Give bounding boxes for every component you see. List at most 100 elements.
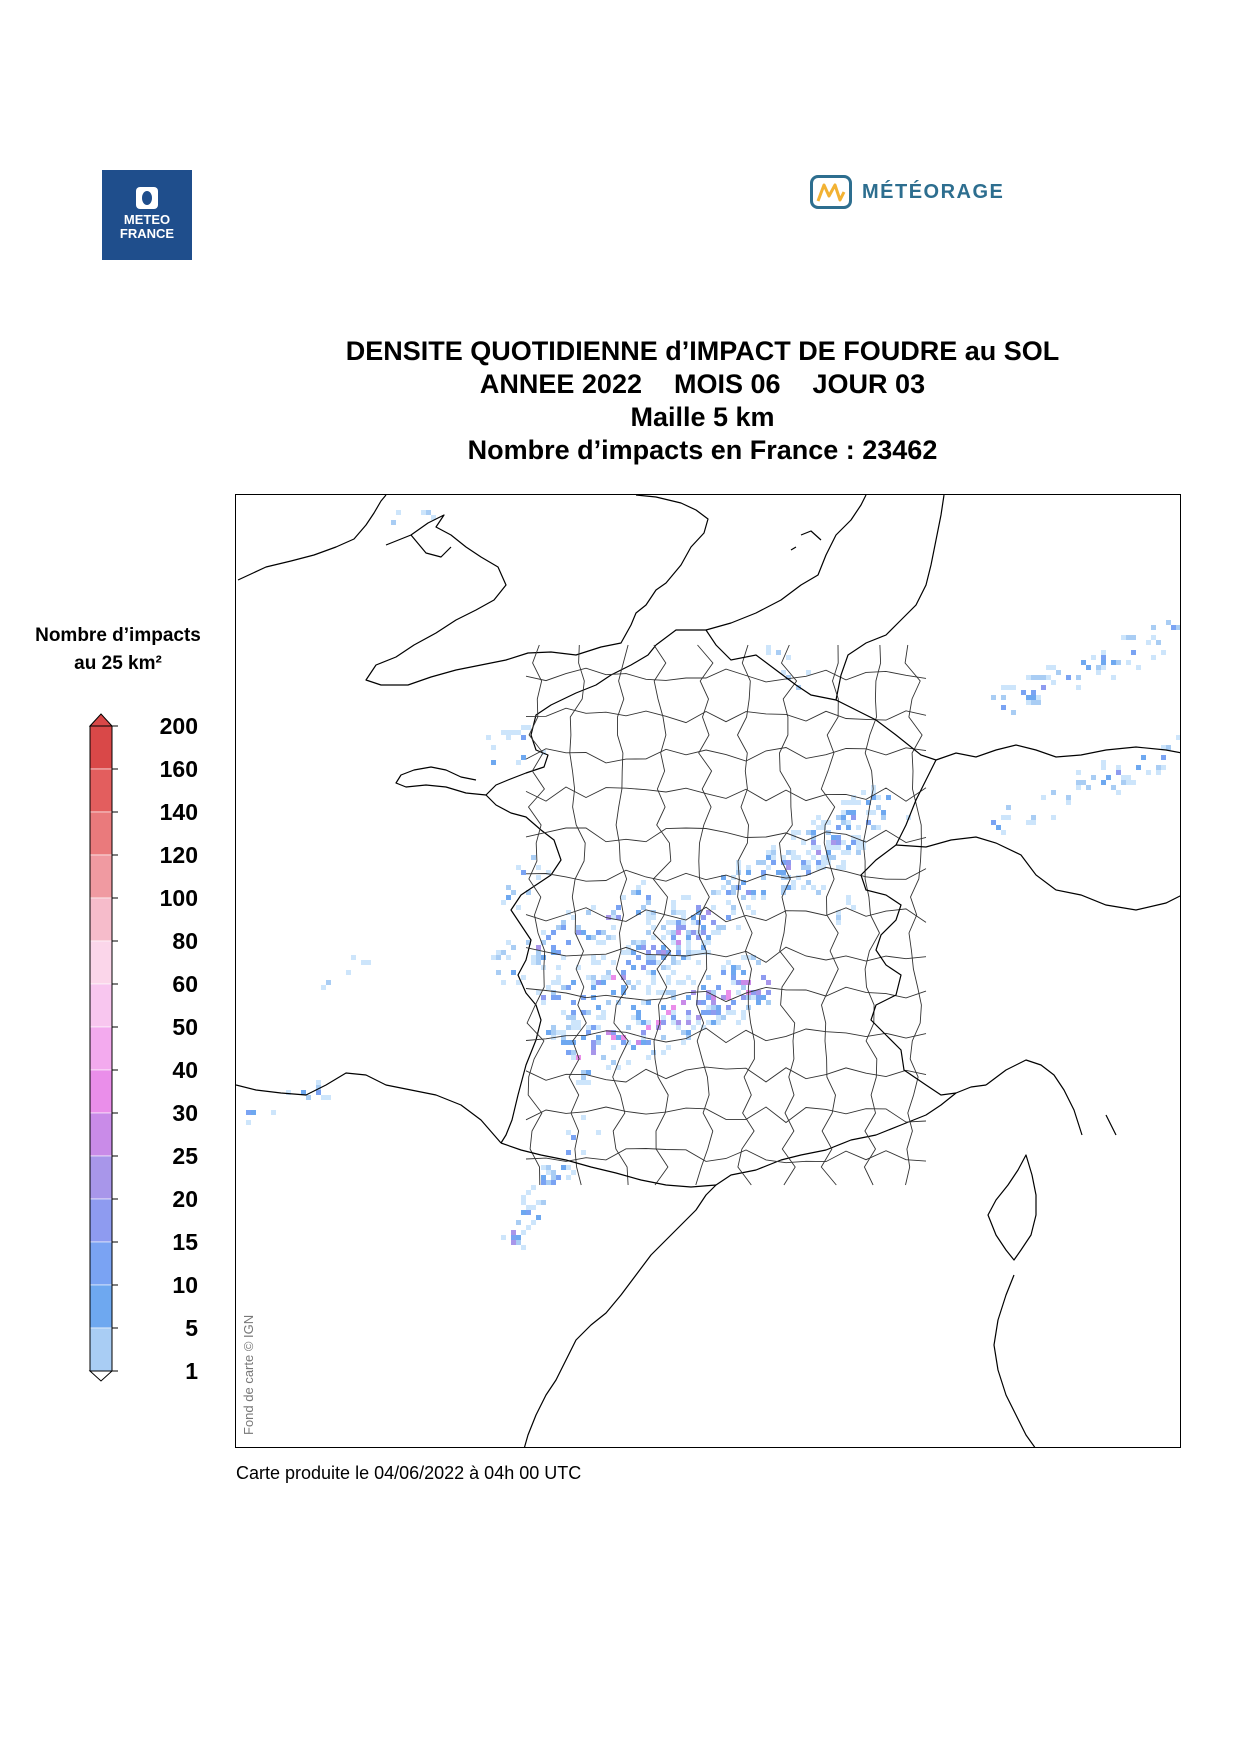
density-cell	[846, 810, 851, 815]
density-cell	[1116, 765, 1121, 770]
density-cell	[836, 910, 841, 915]
density-cell	[576, 1025, 581, 1030]
density-cell	[796, 875, 801, 880]
density-cell	[621, 950, 626, 955]
density-cell	[691, 1025, 696, 1030]
density-cell	[1026, 675, 1031, 680]
density-cell	[761, 870, 766, 875]
density-cell	[571, 980, 576, 985]
density-cell	[741, 985, 746, 990]
department-border	[525, 1027, 927, 1044]
density-cell	[746, 870, 751, 875]
density-cell	[646, 990, 651, 995]
border-france-east	[655, 629, 957, 1096]
density-cell	[731, 890, 736, 895]
density-cell	[601, 955, 606, 960]
density-cell	[726, 915, 731, 920]
density-cell	[676, 925, 681, 930]
density-cell	[1121, 775, 1126, 780]
density-cell	[521, 1230, 526, 1235]
density-cell	[1041, 795, 1046, 800]
density-cell	[831, 845, 836, 850]
density-cell	[711, 905, 716, 910]
density-cell	[636, 1040, 641, 1045]
density-cell	[676, 950, 681, 955]
legend-swatch-200	[89, 725, 113, 770]
density-cell	[526, 1205, 531, 1210]
density-cell	[631, 1015, 636, 1020]
density-cell	[586, 1025, 591, 1030]
density-cell	[616, 1035, 621, 1040]
density-cell	[721, 885, 726, 890]
density-cell	[631, 940, 636, 945]
density-cell	[676, 940, 681, 945]
density-cell	[706, 910, 711, 915]
density-cell	[581, 1080, 586, 1085]
density-cell	[791, 885, 796, 890]
density-cell	[786, 655, 791, 660]
density-cell	[686, 935, 691, 940]
density-cell	[681, 1040, 686, 1045]
density-cell	[1131, 650, 1136, 655]
density-cell	[816, 865, 821, 870]
density-cell	[836, 865, 841, 870]
density-cell	[1051, 680, 1056, 685]
density-cell	[641, 940, 646, 945]
density-cell	[761, 875, 766, 880]
density-cell	[656, 1020, 661, 1025]
density-cell	[426, 510, 431, 515]
density-cell	[696, 1000, 701, 1005]
department-border	[695, 644, 714, 1186]
density-cell	[841, 860, 846, 865]
density-cell	[806, 670, 811, 675]
density-cell	[766, 865, 771, 870]
density-cell	[696, 950, 701, 955]
density-cell	[636, 980, 641, 985]
density-cell	[511, 730, 516, 735]
density-cell	[691, 920, 696, 925]
density-cell	[686, 1030, 691, 1035]
density-cell	[536, 875, 541, 880]
density-cell	[591, 955, 596, 960]
density-cell	[756, 1000, 761, 1005]
density-cell	[596, 940, 601, 945]
density-cell	[641, 1000, 646, 1005]
density-cell	[821, 825, 826, 830]
density-cell	[666, 975, 671, 980]
density-cell	[626, 1060, 631, 1065]
density-cell	[421, 510, 426, 515]
density-cell	[581, 1010, 586, 1015]
density-cell	[871, 810, 876, 815]
density-cell	[541, 1165, 546, 1170]
density-cell	[686, 1010, 691, 1015]
density-cell	[841, 840, 846, 845]
density-cell	[681, 980, 686, 985]
density-cell	[716, 1005, 721, 1010]
density-cell	[1156, 770, 1161, 775]
density-cell	[396, 510, 401, 515]
density-cell	[771, 850, 776, 855]
density-cell	[621, 895, 626, 900]
density-cell	[596, 1035, 601, 1040]
density-cell	[621, 975, 626, 980]
density-cell	[871, 795, 876, 800]
density-cell	[651, 955, 656, 960]
density-cell	[721, 995, 726, 1000]
density-cell	[1076, 770, 1081, 775]
density-cell	[491, 955, 496, 960]
density-cell	[696, 960, 701, 965]
meteorage-logo: MÉTÉORAGE	[810, 172, 1004, 212]
density-cell	[1051, 815, 1056, 820]
density-cell	[571, 1020, 576, 1025]
legend-label-40: 40	[172, 1057, 198, 1083]
density-cell	[731, 970, 736, 975]
density-cell	[561, 1030, 566, 1035]
density-cell	[746, 890, 751, 895]
density-cell	[516, 980, 521, 985]
legend-label-200: 200	[159, 713, 198, 739]
density-cell	[1051, 665, 1056, 670]
density-cell	[501, 900, 506, 905]
density-cell	[1076, 785, 1081, 790]
density-cell	[781, 855, 786, 860]
density-cell	[726, 890, 731, 895]
